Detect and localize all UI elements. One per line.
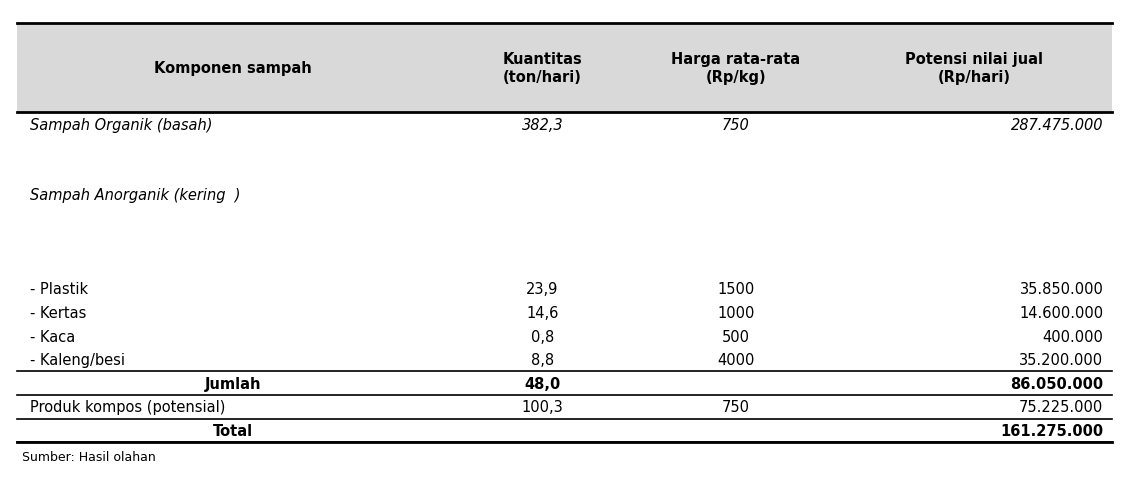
Text: - Kaca: - Kaca [30,329,76,344]
Text: - Kaleng/besi: - Kaleng/besi [30,352,125,367]
Text: - Plastik: - Plastik [30,282,88,297]
Text: Sumber: Hasil olahan: Sumber: Hasil olahan [23,450,156,464]
Text: 750: 750 [723,117,750,132]
Text: 75.225.000: 75.225.000 [1019,399,1103,414]
Text: Potensi nilai jual
(Rp/hari): Potensi nilai jual (Rp/hari) [904,51,1043,85]
Text: 1000: 1000 [717,305,754,320]
Text: 86.050.000: 86.050.000 [1010,376,1103,391]
Text: 287.475.000: 287.475.000 [1010,117,1103,132]
Text: Produk kompos (potensial): Produk kompos (potensial) [30,399,226,414]
Text: 1500: 1500 [717,282,754,297]
Text: 0,8: 0,8 [531,329,554,344]
Text: 23,9: 23,9 [526,282,559,297]
Text: 382,3: 382,3 [522,117,563,132]
Text: Total: Total [212,423,253,438]
Text: 100,3: 100,3 [522,399,563,414]
Text: Komponen sampah: Komponen sampah [154,61,312,76]
Text: 35.850.000: 35.850.000 [1019,282,1103,297]
Text: 14.600.000: 14.600.000 [1019,305,1103,320]
Text: Jumlah: Jumlah [204,376,261,391]
FancyBboxPatch shape [17,24,1112,113]
Text: Harga rata-rata
(Rp/kg): Harga rata-rata (Rp/kg) [672,51,800,85]
Text: 750: 750 [721,399,750,414]
Text: Sampah Anorganik (kering  ): Sampah Anorganik (kering ) [30,188,240,203]
Text: Kuantitas
(ton/hari): Kuantitas (ton/hari) [502,51,583,85]
Text: 161.275.000: 161.275.000 [1000,423,1103,438]
Text: 48,0: 48,0 [524,376,560,391]
Text: - Kertas: - Kertas [30,305,87,320]
Text: 8,8: 8,8 [531,352,554,367]
Text: 4000: 4000 [717,352,754,367]
Text: 400.000: 400.000 [1042,329,1103,344]
Text: Sampah Organik (basah): Sampah Organik (basah) [30,117,212,132]
Text: 14,6: 14,6 [526,305,559,320]
Text: 500: 500 [721,329,750,344]
Text: 35.200.000: 35.200.000 [1019,352,1103,367]
